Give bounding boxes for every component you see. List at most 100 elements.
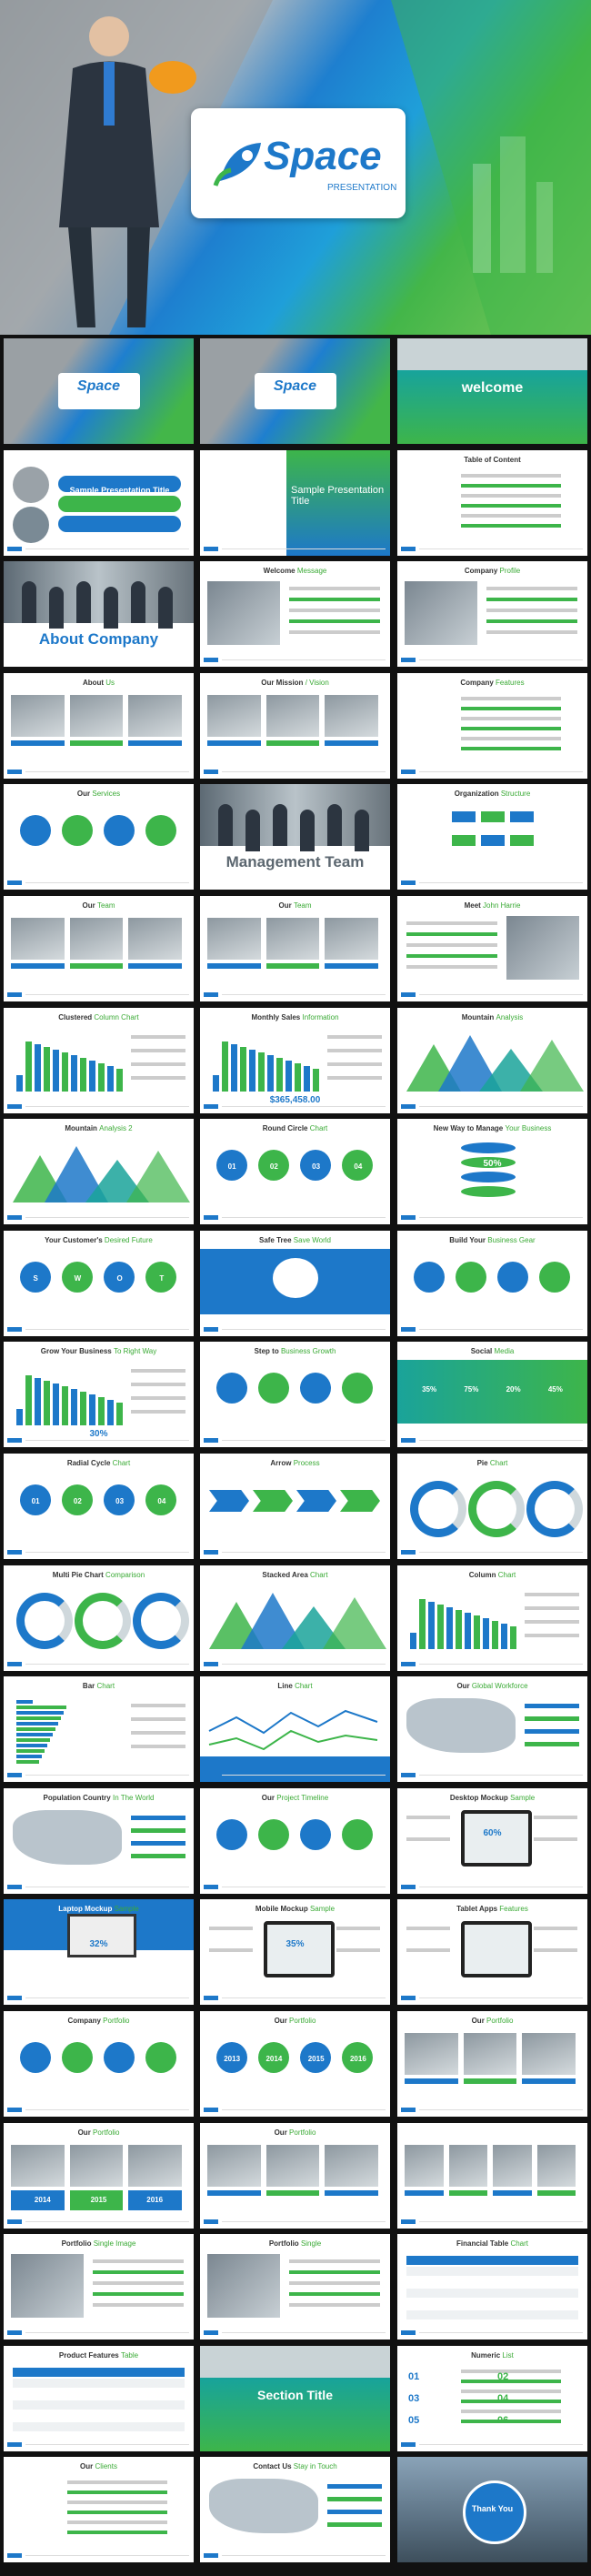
decoration [131,1827,185,1833]
footer-line [25,2555,189,2557]
footer-logo [401,1438,416,1444]
footer-logo [7,546,22,551]
decoration [276,1057,283,1092]
slide-title: New Way to Manage Your Business [397,1124,587,1132]
slide-thumbnail: Your Customer's Desired Future S W O T [4,1230,194,1336]
footer-line [419,770,583,772]
decoration [253,1490,293,1512]
decoration [522,2033,576,2075]
slide-title-main: Line [277,1682,293,1691]
slide-title-accent: Project Timeline [276,1793,329,1802]
slide-title-main: welcome [461,380,524,396]
footer-line [222,2109,386,2110]
decoration [93,2270,184,2275]
decoration [255,373,336,409]
slide-label: 04 [157,1497,166,1505]
slide-title-accent: Structure [500,790,531,799]
slide-title: Monthly Sales Information [200,1013,390,1021]
decoration [461,1186,516,1198]
slide-title-main: Numeric [471,2350,501,2360]
decoration [486,587,577,591]
slide-thumbnail: Our Portfolio [200,2122,390,2229]
decoration [11,918,65,960]
footer-line [419,1440,583,1442]
decoration [406,965,497,969]
decoration [222,1041,228,1092]
decoration [456,1609,462,1649]
slide-title-main: Bar [82,1682,95,1691]
slide-title-accent: / Vision [305,678,329,687]
footer-logo [401,1103,416,1109]
decoration [406,1948,450,1953]
logo-text: Space [264,134,382,178]
slide-title-main: Our [274,2128,287,2137]
decoration [410,1481,466,1537]
slide-label: 2014 [265,2055,283,2063]
footer-logo [401,2441,416,2447]
footer-logo [204,1550,218,1555]
decoration [104,815,135,847]
decoration [131,1717,185,1722]
slide-thumbnail: Our Mission / Vision [200,672,390,779]
slide-title-main: Financial Table [456,2239,509,2249]
decoration [98,1397,105,1426]
footer-logo [204,1438,218,1444]
slide-title-main: Section Title [257,2387,333,2402]
slide-label: 01 [408,2370,420,2382]
decoration [207,918,261,960]
slide-title-accent: Clients [95,2462,117,2471]
footer-logo [401,1661,416,1666]
slide-thumbnail: Sample Presentation Title [4,449,194,556]
footer-line [419,2109,583,2110]
decoration [406,921,497,925]
slide-label: 02 [269,1162,278,1172]
decoration [213,1074,219,1092]
slide-title: Desktop Mockup Sample [397,1794,587,1802]
slide-label: 32% [89,1939,108,1950]
footer-line [419,1105,583,1107]
footer-line [222,770,386,772]
decoration [16,1711,64,1716]
decoration [71,1389,77,1426]
slide-thumbnail: Laptop Mockup Sample 32% [4,1899,194,2006]
decoration [216,1818,247,1850]
slide-label: W [74,1273,82,1283]
slide-title-main: Stacked Area [262,1570,308,1579]
decoration [406,943,497,947]
slide-label: 02 [73,1497,82,1505]
decoration [461,706,561,710]
slide-title: Pie Chart [397,1459,587,1467]
slide-label: 2014 [34,2195,51,2204]
footer-line [25,1105,189,1107]
slide-thumbnail: Pie Chart [397,1454,587,1559]
slide-thumbnail: Product Features Table [4,2345,194,2451]
decoration [296,1490,336,1512]
decoration [44,1046,50,1092]
decoration [264,1921,335,1978]
decoration [522,2078,576,2084]
slide-thumbnail: Bar Chart [4,1676,194,1783]
decoration [300,1150,331,1182]
slide-label: 35% [422,1385,437,1394]
decoration [131,1396,185,1401]
decoration [67,2511,167,2515]
slide-title-main: Desktop Mockup [449,1793,508,1802]
footer-logo [204,1326,218,1332]
slide-title: Our Mission / Vision [200,679,390,687]
decoration [406,2256,578,2266]
decoration [406,2299,578,2309]
decoration [461,523,561,528]
decoration [405,2078,458,2084]
decoration [265,2189,320,2196]
decoration [104,587,118,629]
decoration [62,815,93,847]
slide-title-accent: List [502,2350,514,2360]
decoration [35,1043,41,1092]
slide-title-main: Laptop Mockup [58,1905,113,1914]
slide-title-accent: Portfolio [486,2017,514,2025]
decoration [67,1914,136,1958]
decoration [207,2144,261,2187]
footer-line [222,548,386,549]
decoration [325,694,378,737]
footer-logo [204,2553,218,2559]
